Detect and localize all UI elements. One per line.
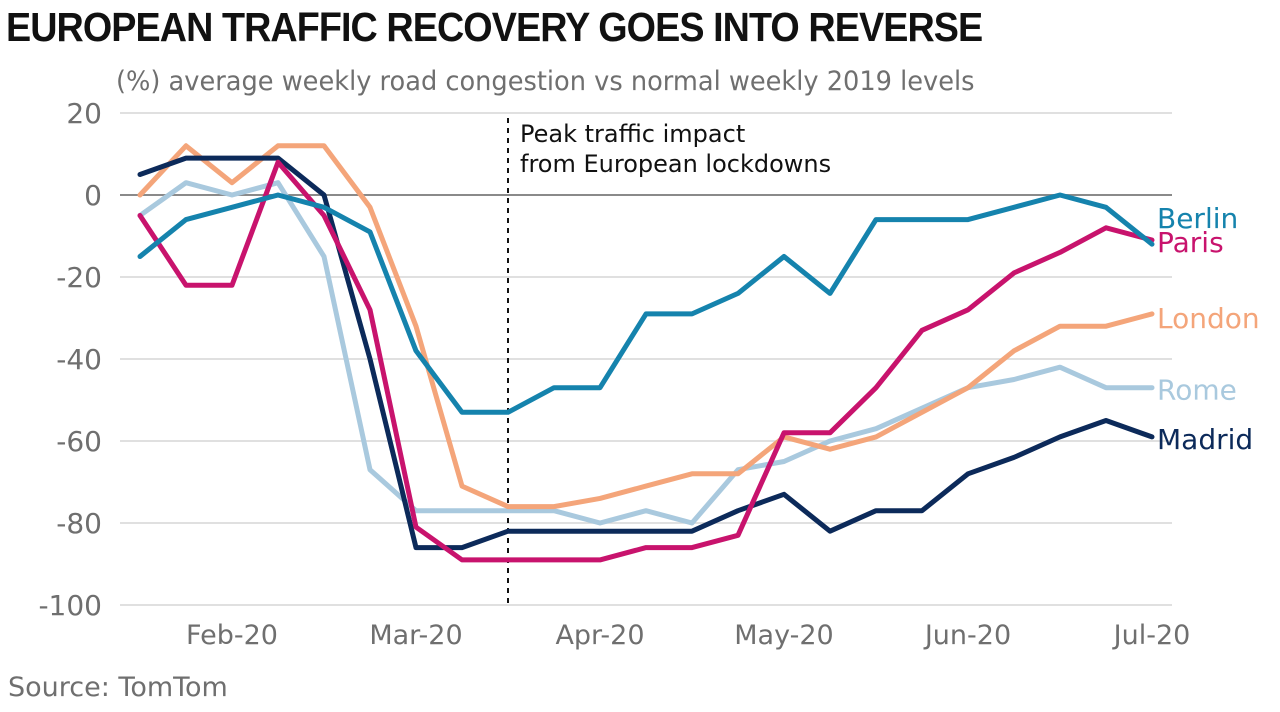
series-line-paris	[137, 159, 1155, 563]
x-tick-label: Jul-20	[1112, 620, 1191, 651]
y-tick-label: -80	[56, 507, 102, 540]
x-tick-label: Mar-20	[369, 620, 462, 651]
gridlines	[120, 112, 1172, 606]
series-label-rome: Rome	[1157, 374, 1237, 407]
series-label-paris: Paris	[1157, 226, 1224, 259]
series-line-madrid	[137, 155, 1155, 551]
source-note: Source: TomTom	[8, 672, 228, 703]
y-tick-label: -100	[38, 589, 102, 622]
y-tick-label: -20	[56, 261, 102, 294]
annotation-text: from European lockdowns	[520, 150, 831, 178]
chart-title: EUROPEAN TRAFFIC RECOVERY GOES INTO REVE…	[6, 4, 983, 50]
series-line-london	[137, 143, 1155, 510]
x-tick-label: Jun-20	[923, 620, 1011, 651]
series-label-madrid: Madrid	[1157, 423, 1253, 456]
series-line-berlin	[137, 192, 1155, 415]
y-tick-label: -60	[56, 425, 102, 458]
x-tick-label: Feb-20	[186, 620, 278, 651]
series-label-london: London	[1157, 302, 1260, 335]
y-tick-label: -40	[56, 343, 102, 376]
annotation-text: Peak traffic impact	[520, 120, 745, 148]
series-label-berlin: Berlin	[1157, 202, 1238, 235]
series-lines	[137, 143, 1155, 563]
chart-subtitle: (%) average weekly road congestion vs no…	[116, 66, 975, 97]
x-tick-label: May-20	[734, 620, 833, 651]
series-line-rome	[137, 180, 1155, 526]
x-axis-ticks: Feb-20 Mar-20 Apr-20 May-20 Jun-20 Jul-20	[186, 620, 1190, 651]
y-tick-label: 20	[66, 97, 102, 130]
x-tick-label: Apr-20	[555, 620, 644, 651]
y-tick-label: 0	[84, 179, 102, 212]
y-axis-ticks: 20 0 -20 -40 -60 -80 -100	[38, 97, 102, 622]
